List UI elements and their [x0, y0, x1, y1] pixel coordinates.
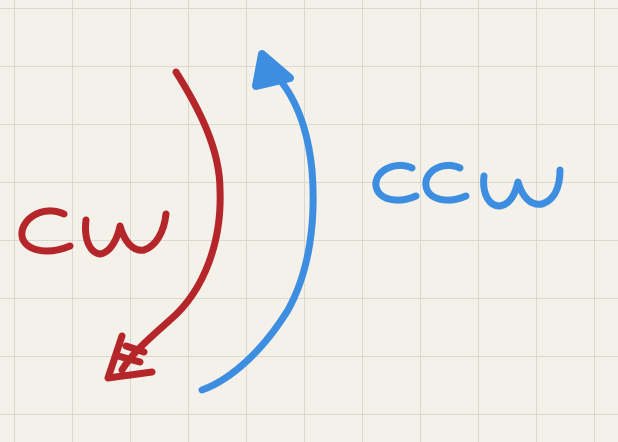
ccw-letter-c1 [372, 161, 420, 204]
ccw-arrowhead-fill [257, 55, 287, 85]
ccw-arrow [198, 50, 317, 394]
cw-arrowhead [104, 332, 156, 382]
ccw-arc [198, 76, 317, 394]
ccw-letter-w [480, 166, 564, 210]
ccw-label-ink [372, 161, 564, 210]
cw-label-ink [18, 207, 170, 258]
cw-arc [118, 68, 224, 374]
cw-letter-c [18, 207, 74, 255]
ccw-label: ccw [0, 0, 1, 1]
cw-arrow [104, 68, 224, 382]
ccw-letter-c2 [422, 161, 470, 204]
cw-letter-w [82, 210, 170, 258]
